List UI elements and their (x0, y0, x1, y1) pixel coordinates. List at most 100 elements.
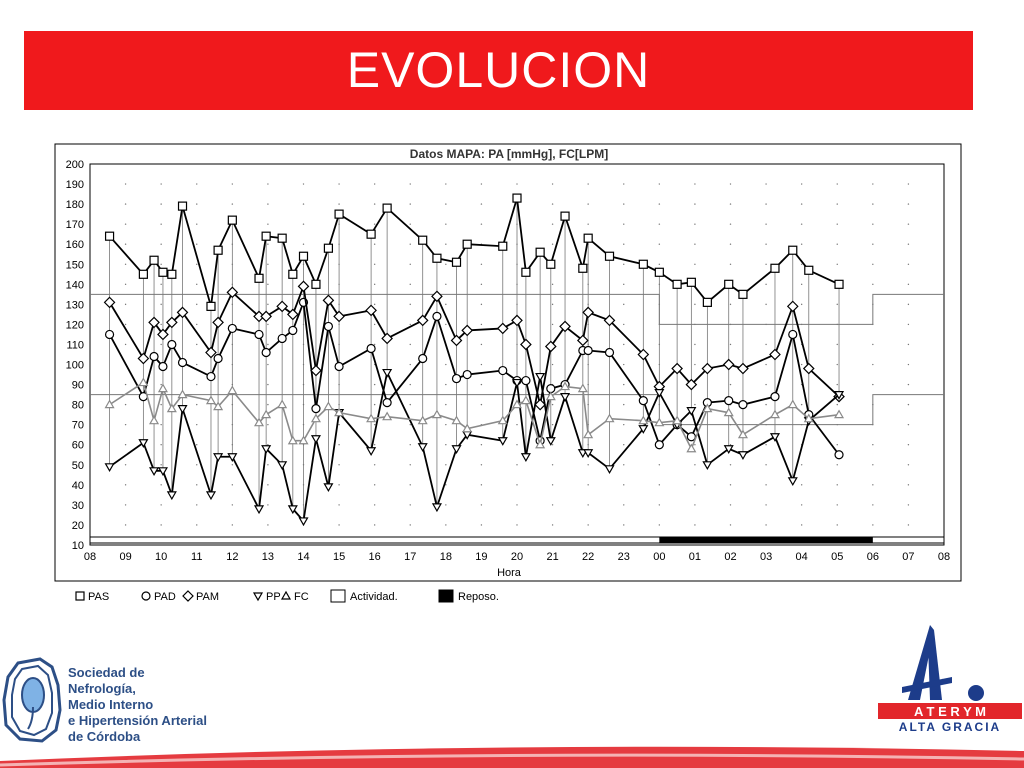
grid-dot (836, 504, 838, 506)
grid-dot (160, 203, 162, 205)
grid-dot (872, 524, 874, 526)
grid-dot (480, 303, 483, 306)
grid-dot (160, 223, 162, 225)
data-point-pp (545, 437, 556, 446)
grid-dot (836, 403, 838, 406)
grid-dot (551, 423, 554, 426)
grid-dot (694, 464, 696, 466)
grid-dot (658, 243, 661, 245)
grid-dot (587, 183, 589, 185)
grid-dot (267, 303, 269, 306)
grid-dot (480, 283, 483, 286)
y-tick-label: 60 (72, 440, 84, 452)
org-name: Sociedad de Nefrología, Medio Interno e … (68, 665, 207, 745)
data-point-pam (637, 348, 650, 361)
grid-dot (907, 343, 910, 346)
data-point-pam (276, 300, 288, 313)
grid-dot (836, 484, 838, 486)
threshold-line (90, 293, 944, 325)
grid-dot (373, 484, 376, 486)
data-point-pad (261, 347, 271, 358)
data-point-pad (686, 432, 696, 442)
data-point-pas (738, 289, 748, 299)
grid-dot (907, 203, 910, 205)
data-point-pas (366, 229, 376, 239)
data-point-pad (277, 333, 287, 344)
grid-dot (196, 183, 198, 185)
grid-dot (694, 363, 696, 366)
data-point-pam (671, 362, 683, 375)
grid-dot (124, 444, 127, 446)
legend-marker (75, 591, 85, 601)
data-point-pas (638, 259, 648, 269)
grid-dot (480, 203, 483, 205)
grid-dot (231, 183, 234, 185)
data-point-pp (382, 368, 393, 378)
grid-dot (267, 343, 269, 346)
data-point-pas (770, 263, 780, 273)
grid-dot (729, 183, 732, 185)
data-point-fc (462, 423, 473, 433)
grid-dot (729, 343, 732, 346)
grid-dot (836, 263, 838, 265)
grid-dot (872, 243, 874, 245)
x-tick-label: 22 (582, 551, 594, 563)
grid-dot (267, 223, 269, 225)
grid-dot (623, 223, 625, 225)
data-point-fc (451, 415, 462, 425)
grid-dot (338, 484, 340, 486)
grid-dot (907, 223, 910, 225)
grid-dot (836, 363, 838, 366)
data-point-pad (604, 347, 615, 358)
data-point-pp (723, 445, 734, 454)
grid-dot (623, 383, 625, 386)
legend-label: PP (266, 591, 281, 603)
grid-dot (729, 484, 732, 486)
x-tick-label: 07 (902, 551, 914, 563)
grid-dot (694, 444, 696, 446)
y-tick-label: 50 (72, 460, 84, 472)
data-point-pas (213, 245, 223, 255)
x-tick-label: 14 (297, 551, 309, 563)
brand-mark: A. (942, 677, 944, 680)
grid-dot (516, 183, 518, 185)
org-line: Sociedad de (68, 665, 145, 680)
grid-dot (160, 464, 162, 466)
data-point-fc (366, 413, 377, 423)
x-tick-label: 06 (867, 551, 879, 563)
grid-dot (338, 183, 340, 185)
data-point-fc (545, 391, 556, 401)
grid-dot (445, 263, 447, 265)
data-point-pas (323, 243, 334, 253)
data-point-pp (177, 405, 188, 414)
grid-dot (658, 504, 661, 506)
grid-dot (694, 263, 696, 265)
data-point-pam (786, 300, 799, 313)
data-point-pam (365, 304, 377, 317)
data-point-pad (834, 450, 844, 460)
y-tick-label: 180 (66, 199, 84, 211)
data-point-fc (166, 403, 177, 413)
grid-dot (694, 524, 696, 526)
data-point-pam (103, 296, 116, 309)
grid-dot (267, 283, 269, 286)
grid-dot (267, 444, 269, 446)
x-tick-label: 13 (262, 551, 274, 563)
legend-label: PAS (88, 591, 109, 603)
grid-dot (694, 403, 696, 406)
grid-dot (445, 504, 447, 506)
grid-dot (409, 444, 411, 446)
data-point-pad (323, 321, 334, 332)
data-point-fc (277, 399, 288, 409)
grid-dot (409, 504, 411, 506)
data-point-pad (213, 353, 223, 364)
data-point-pas (672, 279, 682, 289)
grid-dot (409, 363, 411, 366)
grid-dot (694, 303, 696, 306)
grid-dot (480, 343, 483, 346)
grid-dot (800, 504, 803, 506)
data-point-fc (577, 383, 588, 393)
grid-dot (658, 524, 661, 526)
data-point-pp (737, 451, 748, 460)
grid-dot (160, 444, 162, 446)
